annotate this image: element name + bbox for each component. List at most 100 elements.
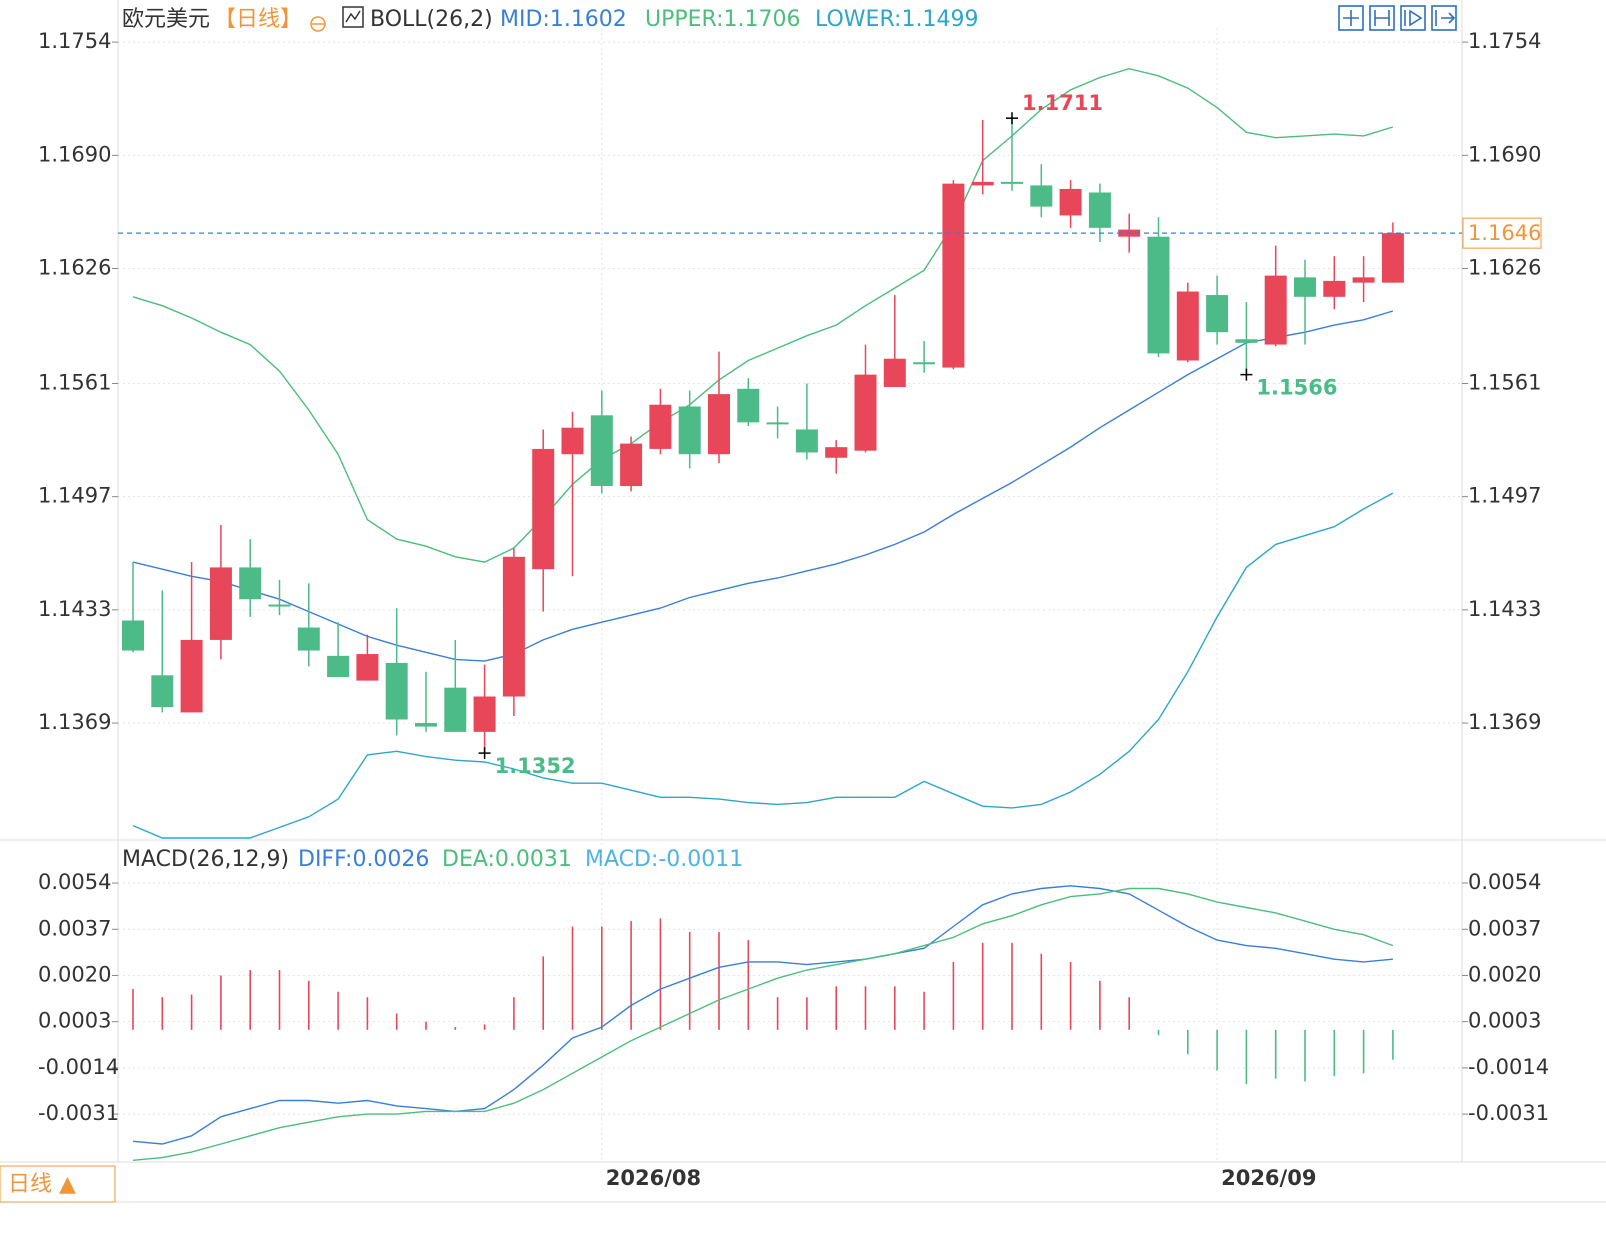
- candle-body: [297, 627, 320, 651]
- candle-body: [649, 404, 672, 449]
- y-tick-label: -0.0014: [38, 1055, 119, 1079]
- zoom-icon[interactable]: [1338, 5, 1364, 31]
- legend-dea: DEA:0.0031: [442, 847, 572, 872]
- x-tick-label: 2026/08: [606, 1166, 701, 1190]
- candle-body: [942, 183, 965, 368]
- candle-body: [239, 567, 262, 600]
- candle-body: [1088, 192, 1111, 228]
- y-tick-label: 1.1754: [1468, 29, 1541, 53]
- candle-body: [327, 655, 350, 678]
- y-tick-label: 0.0003: [1468, 1009, 1541, 1033]
- instrument-title: 欧元美元: [122, 7, 210, 32]
- y-tick-label: 0.0054: [38, 870, 111, 894]
- candle-body: [268, 604, 291, 607]
- candle-body: [883, 358, 906, 388]
- y-tick-label: -0.0014: [1468, 1055, 1549, 1079]
- candle-body: [209, 567, 232, 640]
- y-tick-label: 0.0020: [38, 962, 111, 986]
- y-tick-label: 1.1497: [38, 484, 111, 508]
- settings-icon[interactable]: [310, 16, 326, 32]
- y-tick-label: 0.0020: [1468, 962, 1541, 986]
- candle-body: [356, 654, 379, 681]
- y-tick-label: 1.1561: [38, 370, 111, 394]
- candle-body: [1235, 339, 1258, 343]
- y-tick-label: 1.1369: [38, 710, 111, 734]
- candle-body: [854, 374, 877, 451]
- candle-body: [1381, 233, 1404, 283]
- boll-line: [132, 67, 1394, 563]
- candle-body: [1176, 291, 1199, 361]
- low-label: 1.1566: [1256, 376, 1337, 400]
- boll-line: [132, 492, 1394, 839]
- legend-mid: MID:1.1602: [500, 7, 627, 32]
- legend-macd: MACD:-0.0011: [585, 847, 743, 872]
- y-tick-label: 1.1626: [38, 256, 111, 280]
- candle-body: [620, 443, 643, 487]
- candle-body: [122, 620, 144, 651]
- y-tick-label: 1.1369: [1468, 710, 1541, 734]
- candle-body: [1352, 277, 1375, 283]
- legend-diff: DIFF:0.0026: [298, 847, 429, 872]
- candle-body: [502, 556, 525, 697]
- indicator-icon[interactable]: [342, 6, 364, 28]
- candle-body: [561, 427, 584, 455]
- candle-body: [1001, 181, 1023, 184]
- candle-body: [415, 723, 437, 727]
- boll-line: [132, 310, 1394, 662]
- candle-body: [1264, 275, 1287, 345]
- y-tick-label: 1.1626: [1468, 256, 1541, 280]
- candle-body: [708, 394, 730, 455]
- candle-body: [151, 675, 174, 708]
- period-label: 【日线】: [214, 7, 302, 32]
- period-button-label[interactable]: 日线 ▲: [8, 1172, 76, 1197]
- indicator-icon-line: [345, 10, 361, 23]
- frame: [0, 0, 1606, 1203]
- legend-lower: LOWER:1.1499: [815, 7, 978, 32]
- play-icon[interactable]: [1400, 5, 1426, 31]
- macd-line: [132, 885, 1393, 1145]
- x-tick-label: 2026/09: [1221, 1166, 1316, 1190]
- candle-body: [971, 181, 994, 186]
- candle-body: [1294, 277, 1316, 297]
- y-tick-label: -0.0031: [38, 1101, 119, 1125]
- y-tick-label: 1.1561: [1468, 370, 1541, 394]
- candle-body: [444, 687, 467, 732]
- candle-body: [825, 447, 848, 458]
- candle-body: [737, 388, 760, 423]
- candle-body: [532, 448, 555, 570]
- shrink-icon[interactable]: [1369, 5, 1395, 31]
- last-price-label: 1.1646: [1468, 221, 1541, 245]
- candle-body: [766, 422, 789, 425]
- y-tick-label: 0.0054: [1468, 870, 1541, 894]
- y-tick-label: 1.1690: [38, 142, 111, 166]
- candle-body: [795, 429, 818, 453]
- candle-body: [1030, 185, 1053, 207]
- end-icon[interactable]: [1431, 5, 1457, 31]
- y-tick-label: 1.1433: [38, 597, 111, 621]
- period-button[interactable]: [0, 1165, 116, 1203]
- y-tick-label: 1.1690: [1468, 142, 1541, 166]
- candle-body: [180, 639, 203, 713]
- candle-body: [1323, 280, 1346, 297]
- y-tick-label: 0.0037: [1468, 916, 1541, 940]
- y-tick-label: 0.0037: [38, 916, 111, 940]
- candle-body: [1059, 188, 1082, 216]
- legend-upper: UPPER:1.1706: [645, 7, 801, 32]
- macd-title: MACD(26,12,9): [122, 847, 289, 872]
- candle-body: [385, 662, 408, 720]
- y-tick-label: 1.1754: [38, 29, 111, 53]
- indicator-label: BOLL(26,2): [370, 7, 493, 32]
- y-tick-label: 1.1497: [1468, 484, 1541, 508]
- candle-body: [473, 696, 496, 732]
- y-tick-label: -0.0031: [1468, 1101, 1549, 1125]
- candle-body: [590, 415, 613, 487]
- last-price-box: [1462, 217, 1542, 249]
- macd-line: [132, 887, 1394, 1161]
- candle-body: [1147, 236, 1170, 354]
- candle-body: [913, 362, 936, 365]
- candle-body: [678, 406, 701, 455]
- low-label: 1.1352: [495, 754, 576, 778]
- toolbar-icons: [1338, 5, 1457, 31]
